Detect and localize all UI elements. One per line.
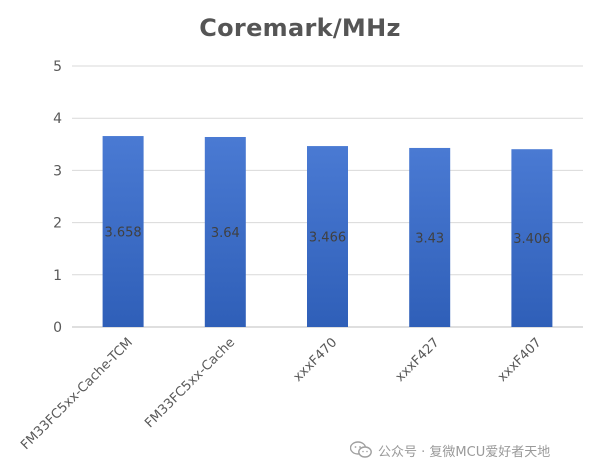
x-tick-label: xxxF427 — [393, 335, 443, 385]
data-label: 3.466 — [309, 231, 346, 246]
y-tick-label: 5 — [53, 59, 62, 75]
x-tick-label: xxxF407 — [495, 335, 545, 385]
y-tick-label: 1 — [53, 268, 62, 284]
bar — [409, 147, 451, 327]
wechat-icon — [350, 441, 372, 458]
bar — [307, 146, 348, 327]
watermark-text: 公众号 · 复微MCU爱好者天地 — [378, 444, 551, 460]
chart-title: Coremark/MHz — [199, 14, 401, 42]
y-tick-label: 3 — [53, 163, 62, 179]
y-tick-label: 4 — [53, 111, 62, 127]
x-tick-label: FM33FC5xx-Cache — [142, 335, 238, 431]
y-tick-label: 2 — [53, 216, 62, 232]
bar — [511, 149, 553, 327]
data-label: 3.43 — [415, 231, 444, 246]
bar — [204, 136, 246, 327]
data-label: 3.658 — [104, 226, 141, 241]
data-label: 3.406 — [513, 232, 550, 247]
y-tick-label: 0 — [53, 320, 62, 336]
watermark: 公众号 · 复微MCU爱好者天地 — [350, 437, 550, 463]
bar — [102, 136, 144, 327]
x-tick-label: xxxF470 — [291, 335, 341, 385]
data-label: 3.64 — [211, 226, 240, 241]
x-tick-label: FM33FC5xx-Cache-TCM — [18, 335, 136, 453]
